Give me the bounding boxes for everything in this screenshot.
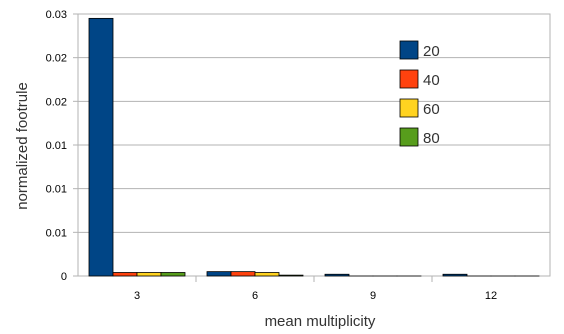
legend-swatch-40	[399, 69, 419, 89]
legend-label-80: 80	[423, 130, 440, 147]
plot-frame	[73, 13, 551, 282]
bar-20-9	[324, 273, 350, 277]
x-tick-label: 9	[370, 290, 376, 302]
bar-20-6	[206, 271, 232, 277]
legend-swatch-80	[399, 127, 419, 147]
bar-80-3	[160, 272, 186, 277]
legend-swatch-60	[399, 98, 419, 118]
y-tick-label: 0.01	[46, 184, 67, 196]
legend-label-60: 60	[423, 101, 440, 118]
y-tick-label: 0.02	[46, 96, 67, 108]
legend-label-40: 40	[423, 72, 440, 89]
x-tick-label: 6	[252, 290, 258, 302]
bars	[88, 17, 540, 277]
bar-40-3	[112, 272, 138, 277]
x-tick-labels: 3 6 9 12	[134, 290, 497, 302]
legend: 20 40 60 80	[399, 40, 440, 147]
y-tick-label: 0.01	[46, 227, 67, 239]
y-tick-label: 0.01	[46, 140, 67, 152]
y-axis-label: normalized footrule	[14, 82, 31, 210]
legend-swatch-20	[399, 40, 419, 60]
y-tick-label: 0	[61, 271, 67, 283]
x-tick-label: 12	[485, 290, 497, 302]
grid-lines	[78, 13, 550, 233]
y-tick-label: 0.02	[46, 53, 67, 65]
x-tick-label: 3	[134, 290, 140, 302]
bar-20-3	[88, 17, 114, 277]
y-tick-labels: 0 0.01 0.01 0.01 0.02 0.02 0.03	[46, 9, 67, 283]
y-tick-label: 0.03	[46, 9, 67, 21]
legend-label-20: 20	[423, 43, 440, 60]
bar-40-6	[230, 271, 256, 277]
bar-60-6	[254, 272, 280, 277]
bar-20-12	[442, 273, 468, 277]
x-axis-label: mean multiplicity	[265, 313, 376, 330]
bar-80-6	[278, 274, 304, 277]
bar-60-3	[136, 272, 162, 277]
